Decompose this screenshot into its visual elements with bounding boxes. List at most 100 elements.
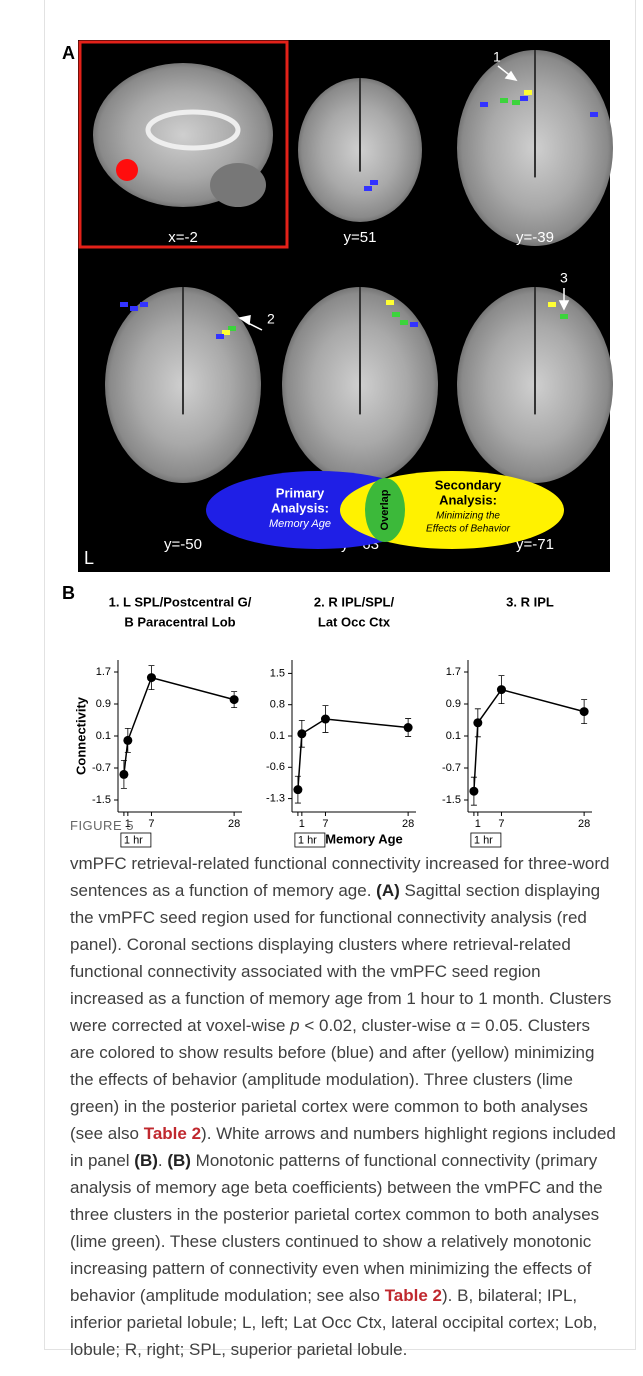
legend: Primary Analysis: Memory Age Overlap Sec…: [206, 471, 564, 549]
legend-text: Overlap: [379, 489, 391, 530]
x-tick-label: 7: [322, 818, 328, 830]
legend-text: Secondary: [435, 477, 502, 492]
x-tick-label: 1 hr: [474, 834, 493, 846]
brain-structure: [210, 163, 266, 207]
figure-caption: vmPFC retrieval-related functional conne…: [70, 850, 618, 1363]
x-tick-label: 28: [578, 818, 590, 830]
data-line: [474, 690, 584, 792]
x-tick-label: 28: [402, 818, 414, 830]
slice-label: y=51: [344, 229, 377, 246]
caption-bold: (B): [134, 1151, 158, 1170]
legend-text: Analysis:: [271, 500, 329, 515]
y-tick-label: 0.9: [446, 698, 461, 710]
page: {"panel_a": {"label": "A", "images": ["x…: [0, 0, 643, 1376]
cluster: [386, 300, 394, 305]
seed-region: [116, 159, 138, 181]
arrow-number: 3: [560, 270, 568, 286]
caption-bold: (B): [167, 1151, 191, 1170]
legend-text: Effects of Behavior: [426, 524, 511, 535]
arrow-number: 2: [267, 311, 275, 327]
x-tick-label: 28: [228, 818, 240, 830]
arrow-number: 1: [493, 49, 501, 65]
legend-text: Analysis:: [439, 492, 497, 507]
y-tick-label: -0.6: [266, 761, 285, 773]
x-tick-label: 1 hr: [124, 834, 143, 846]
y-tick-label: 1.5: [270, 667, 285, 679]
slice-label: y=-39: [516, 229, 554, 246]
y-tick-label: 0.8: [270, 699, 285, 711]
x-tick-label: 1: [475, 818, 481, 830]
data-point: [580, 707, 589, 716]
data-point: [497, 685, 506, 694]
caption-text: Monotonic patterns of functional connect…: [70, 1151, 603, 1305]
x-tick-label: 1 hr: [298, 834, 317, 846]
data-point: [404, 723, 413, 732]
cluster: [590, 112, 598, 117]
cluster: [400, 320, 408, 325]
x-tick-label: 1: [299, 818, 305, 830]
y-tick-label: -1.5: [442, 794, 461, 806]
data-point: [297, 729, 306, 738]
cluster: [560, 314, 568, 319]
cluster: [480, 102, 488, 107]
y-tick-label: 1.7: [96, 666, 111, 678]
table-link[interactable]: Table 2: [144, 1124, 201, 1143]
cluster: [370, 180, 378, 185]
data-point: [293, 785, 302, 794]
data-point: [230, 695, 239, 704]
cluster: [500, 98, 508, 103]
caption-text: Sagittal section displaying the vmPFC se…: [70, 881, 611, 1035]
chart-title: 2. R IPL/SPL/: [314, 594, 395, 609]
side-label: L: [84, 548, 94, 568]
cluster: [216, 334, 224, 339]
cluster: [548, 302, 556, 307]
chart-title: 3. R IPL: [506, 594, 554, 609]
x-tick-label: 7: [148, 818, 154, 830]
y-tick-label: -1.3: [266, 792, 285, 804]
legend-text: Primary: [276, 485, 325, 500]
chart-title: 1. L SPL/Postcentral G/: [109, 594, 252, 609]
cluster: [392, 312, 400, 317]
x-axis-label: Memory Age: [325, 831, 403, 846]
data-point: [321, 715, 330, 724]
x-tick-label: 7: [498, 818, 504, 830]
y-tick-label: 0.1: [96, 730, 111, 742]
caption-bold: (A): [376, 881, 400, 900]
slice-label: y=-50: [164, 536, 202, 553]
y-axis-label: Connectivity: [73, 696, 88, 775]
table-link[interactable]: Table 2: [385, 1286, 442, 1305]
data-point: [469, 787, 478, 796]
legend-text: Memory Age: [269, 518, 331, 530]
chart-title: B Paracentral Lob: [124, 614, 235, 629]
data-point: [147, 673, 156, 682]
cluster: [120, 302, 128, 307]
data-line: [124, 678, 234, 775]
data-point: [473, 718, 482, 727]
cluster: [520, 96, 528, 101]
data-line: [298, 719, 408, 790]
cluster: [512, 100, 520, 105]
y-tick-label: -0.7: [442, 762, 461, 774]
legend-text: Minimizing the: [436, 511, 500, 522]
slice-label: x=-2: [168, 229, 198, 246]
chart-title: Lat Occ Ctx: [318, 614, 391, 629]
figure-label: FIGURE 5: [70, 818, 134, 833]
cluster: [130, 306, 138, 311]
y-tick-label: 0.1: [270, 730, 285, 742]
data-point: [119, 770, 128, 779]
data-point: [123, 736, 132, 745]
y-tick-label: -1.5: [92, 794, 111, 806]
panel-label: A: [62, 43, 75, 63]
cluster: [364, 186, 372, 191]
caption-italic: p: [290, 1016, 299, 1035]
y-tick-label: 0.1: [446, 730, 461, 742]
cluster: [410, 322, 418, 327]
cluster: [524, 90, 532, 95]
panel-label: B: [62, 583, 75, 603]
caption-text: .: [158, 1151, 167, 1170]
cluster: [140, 302, 148, 307]
y-tick-label: -0.7: [92, 762, 111, 774]
figure: A B x=-2y=51y=-39y=-50y=-63y=-71 1 2 3 L…: [0, 0, 643, 850]
y-tick-label: 0.9: [96, 698, 111, 710]
y-tick-label: 1.7: [446, 666, 461, 678]
